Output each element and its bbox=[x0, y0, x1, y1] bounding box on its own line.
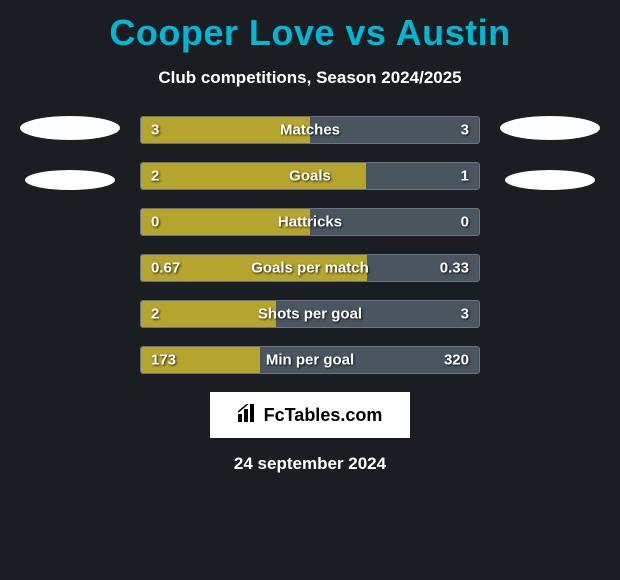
site-logo[interactable]: FcTables.com bbox=[210, 392, 410, 438]
stat-bar-right-value: 320 bbox=[444, 352, 469, 369]
stat-bar-right-value: 3 bbox=[461, 122, 469, 139]
stat-bar-row: Goals 2 1 bbox=[140, 162, 480, 190]
stat-bar-left-fill bbox=[141, 163, 366, 189]
stat-bar-row: Matches 3 3 bbox=[140, 116, 480, 144]
stat-bar-row: Shots per goal 2 3 bbox=[140, 300, 480, 328]
stat-bar-left-fill bbox=[141, 301, 276, 327]
logo-text: FcTables.com bbox=[264, 405, 383, 426]
stat-bar-left-value: 2 bbox=[151, 306, 159, 323]
bar-chart-icon bbox=[238, 404, 258, 427]
stat-bar-left-value: 0.67 bbox=[151, 260, 180, 277]
stat-bar-label: Goals per match bbox=[251, 260, 369, 277]
comparison-area: Matches 3 3 Goals 2 1 Hattricks 0 0 Goals per mat… bbox=[0, 116, 620, 374]
stat-bar-label: Matches bbox=[280, 122, 340, 139]
stat-bar-label: Hattricks bbox=[278, 214, 342, 231]
date-label: 24 september 2024 bbox=[0, 454, 620, 474]
stat-bar-row: Hattricks 0 0 bbox=[140, 208, 480, 236]
player-avatar-right-1 bbox=[500, 116, 600, 140]
stat-bar-label: Shots per goal bbox=[258, 306, 362, 323]
stat-bar-right-value: 3 bbox=[461, 306, 469, 323]
stat-bar-row: Goals per match 0.67 0.33 bbox=[140, 254, 480, 282]
right-avatar-column bbox=[490, 116, 610, 190]
stat-bar-label: Goals bbox=[289, 168, 331, 185]
stat-bar-right-value: 1 bbox=[461, 168, 469, 185]
player-avatar-left-1 bbox=[20, 116, 120, 140]
left-avatar-column bbox=[10, 116, 130, 190]
player-avatar-left-2 bbox=[25, 170, 115, 190]
stat-bars: Matches 3 3 Goals 2 1 Hattricks 0 0 Goals per mat… bbox=[130, 116, 490, 374]
page-title: Cooper Love vs Austin bbox=[0, 0, 620, 54]
subtitle: Club competitions, Season 2024/2025 bbox=[0, 68, 620, 88]
stat-bar-left-value: 2 bbox=[151, 168, 159, 185]
stat-bar-right-value: 0 bbox=[461, 214, 469, 231]
stat-bar-right-value: 0.33 bbox=[440, 260, 469, 277]
stat-bar-label: Min per goal bbox=[266, 352, 354, 369]
stat-bar-left-value: 173 bbox=[151, 352, 176, 369]
player-avatar-right-2 bbox=[505, 170, 595, 190]
stat-bar-left-value: 0 bbox=[151, 214, 159, 231]
stat-bar-left-value: 3 bbox=[151, 122, 159, 139]
stat-bar-row: Min per goal 173 320 bbox=[140, 346, 480, 374]
